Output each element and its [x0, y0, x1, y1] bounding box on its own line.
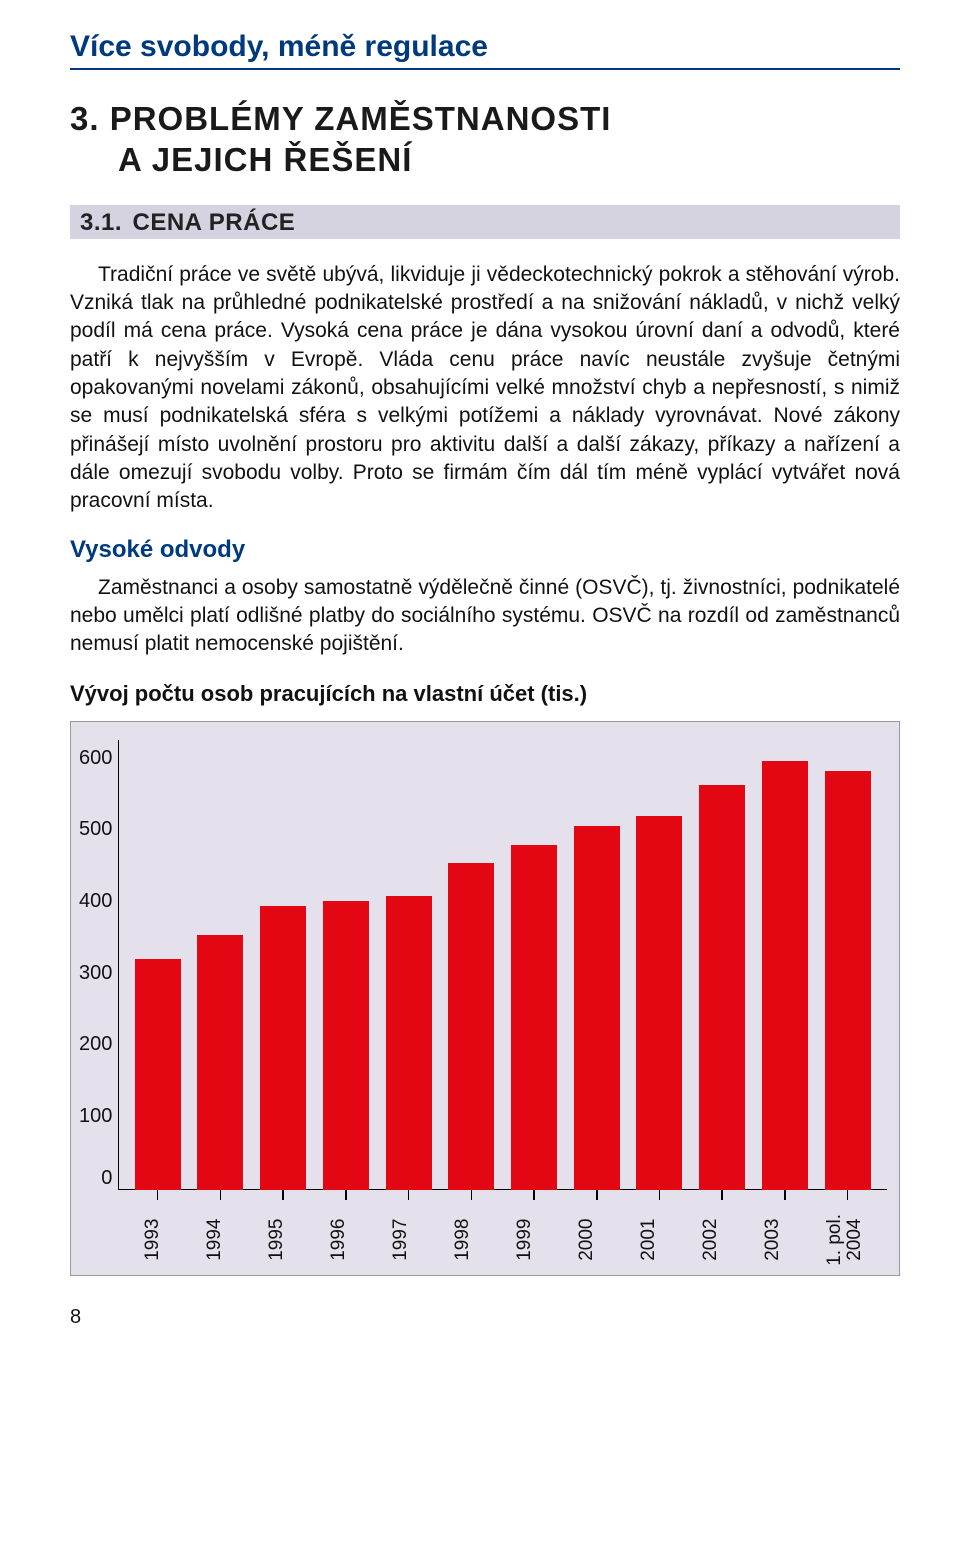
chart-x-label: 2003: [763, 1214, 809, 1266]
chart-body: 600 500 400 300 200 100 0: [79, 740, 887, 1190]
section-heading: 3.1. CENA PRÁCE: [70, 205, 900, 239]
page-number: 8: [70, 1306, 900, 1329]
chart-x-tick-mark: [197, 1190, 243, 1200]
chart-x-label: 1998: [453, 1214, 499, 1266]
chart-bar: [636, 816, 682, 1190]
section-number-box: 3.1. CENA PRÁCE: [70, 205, 309, 239]
paragraph-2: Zaměstnanci a osoby samostatně výdělečně…: [70, 574, 900, 659]
running-header: Více svobody, méně regulace: [70, 30, 900, 70]
chart-x-label: 2002: [701, 1214, 747, 1266]
chapter-title: 3. PROBLÉMY ZAMĚSTNANOSTI A JEJICH ŘEŠEN…: [70, 98, 900, 181]
chart-bar: [825, 771, 871, 1190]
subheading-vysoke-odvody: Vysoké odvody: [70, 536, 900, 564]
chart-plot: [118, 740, 887, 1190]
chart-x-tick-mark: [448, 1190, 494, 1200]
chart-bar: [699, 785, 745, 1190]
chart-x-label: 1999: [515, 1214, 561, 1266]
chart-bar: [135, 959, 181, 1190]
chart-bars: [118, 740, 887, 1190]
chart-y-tick: 100: [79, 1106, 112, 1126]
chart-x-label: 1. pol. 2004: [825, 1214, 871, 1266]
chart-x-label: 1997: [391, 1214, 437, 1266]
chart-x-label: 1996: [329, 1214, 375, 1266]
chart-bar: [323, 901, 369, 1190]
paragraph-1: Tradiční práce ve světě ubývá, likviduje…: [70, 261, 900, 516]
chart-x-tick-mark: [636, 1190, 682, 1200]
chart-x-tick-mark: [511, 1190, 557, 1200]
chart-y-tick: 0: [79, 1168, 112, 1188]
chart-x-ticks: [118, 1190, 887, 1200]
chart-y-tick: 500: [79, 819, 112, 839]
chart-y-tick: 600: [79, 748, 112, 768]
chart-y-tick: 300: [79, 963, 112, 983]
chart-x-tick-mark: [135, 1190, 181, 1200]
chart-x-tick-mark: [825, 1190, 871, 1200]
chart-bar: [197, 935, 243, 1190]
chart-frame: 600 500 400 300 200 100 0 1993 1994 1995 1996 1997…: [70, 721, 900, 1277]
chart-bar: [448, 863, 494, 1189]
chart-bar: [574, 826, 620, 1190]
chart-y-tick: 400: [79, 891, 112, 911]
chart-container: 600 500 400 300 200 100 0 1993 1994 1995 1996 1997…: [70, 721, 900, 1277]
page: Více svobody, méně regulace 3. PROBLÉMY …: [0, 0, 960, 1369]
chapter-title-line1: 3. PROBLÉMY ZAMĚSTNANOSTI: [70, 100, 611, 137]
section-title: CENA PRÁCE: [132, 209, 295, 236]
chart-bar: [762, 761, 808, 1190]
chart-bar: [260, 906, 306, 1190]
chapter-title-line2: A JEJICH ŘEŠENÍ: [70, 141, 412, 178]
chart-x-tick-mark: [386, 1190, 432, 1200]
chart-x-tick-mark: [699, 1190, 745, 1200]
chart-x-label: 2000: [577, 1214, 623, 1266]
chart-x-tick-mark: [260, 1190, 306, 1200]
section-number: 3.1.: [80, 209, 122, 236]
chart-bar: [386, 896, 432, 1190]
chart-x-label: 2001: [639, 1214, 685, 1266]
chart-bar: [511, 845, 557, 1190]
chart-title: Vývoj počtu osob pracujících na vlastní …: [70, 681, 900, 707]
chart-x-tick-mark: [762, 1190, 808, 1200]
chart-y-tick: 200: [79, 1034, 112, 1054]
chart-y-axis: 600 500 400 300 200 100 0: [79, 740, 118, 1190]
chart-x-label: 1995: [267, 1214, 313, 1266]
section-fill: [309, 205, 900, 239]
chart-x-label: 1993: [143, 1214, 189, 1266]
chart-x-label: 1994: [205, 1214, 251, 1266]
chart-x-tick-mark: [323, 1190, 369, 1200]
chart-x-tick-mark: [574, 1190, 620, 1200]
chart-x-labels: 1993 1994 1995 1996 1997 1998 1999 2000 2001 2002…: [127, 1190, 887, 1276]
